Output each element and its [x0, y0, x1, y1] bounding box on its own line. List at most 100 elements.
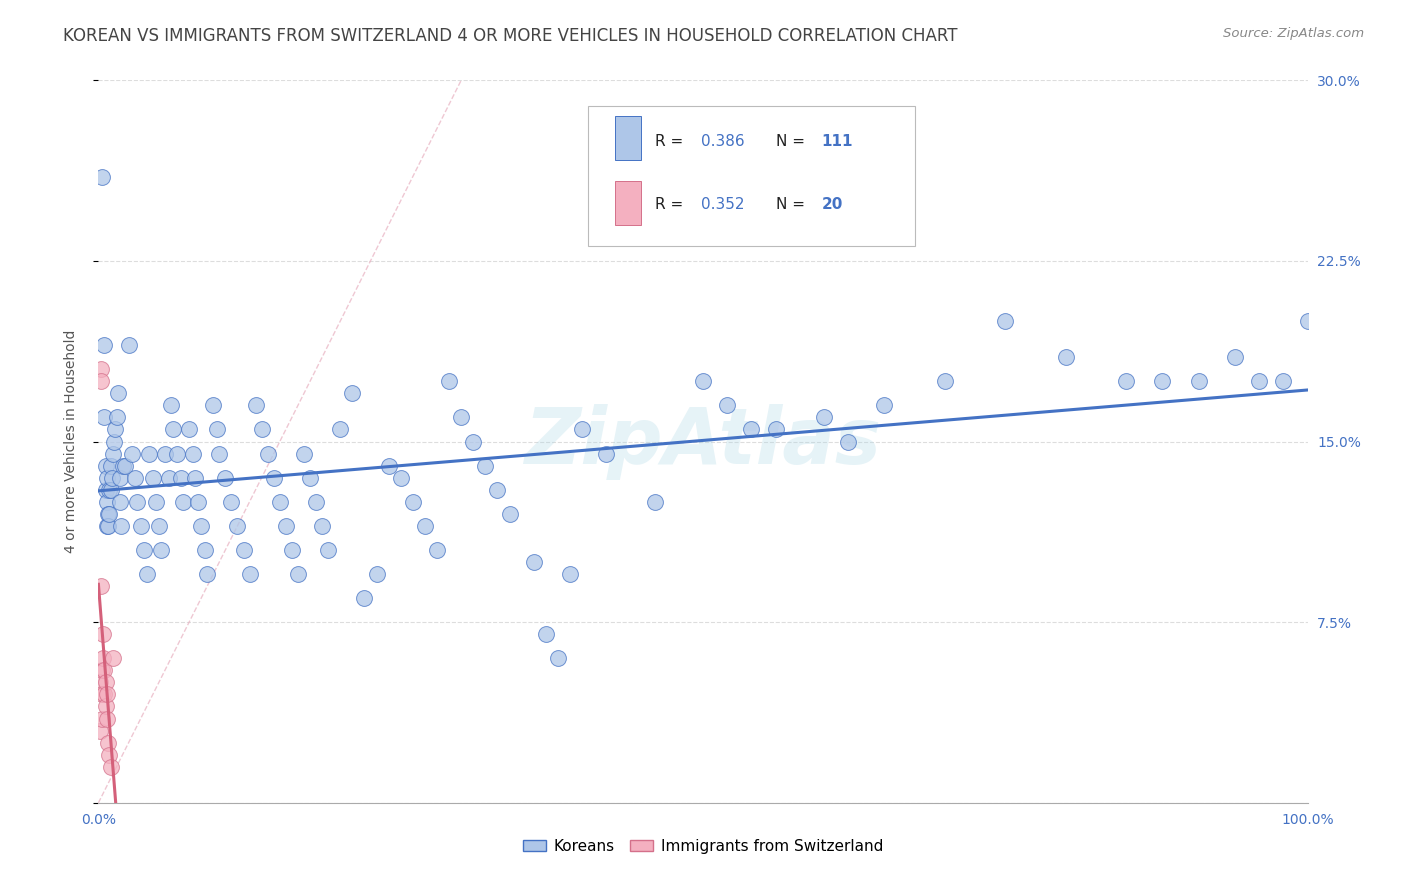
Text: 0.352: 0.352 — [700, 197, 744, 212]
Point — [100, 483, 122, 497]
Point — [1115, 374, 1137, 388]
Legend: Koreans, Immigrants from Switzerland: Koreans, Immigrants from Switzerland — [517, 833, 889, 860]
Point — [169, 470, 191, 484]
Point — [91, 664, 114, 678]
Point — [1188, 374, 1211, 388]
Point — [498, 507, 520, 521]
Point — [96, 687, 118, 701]
Point — [179, 422, 201, 436]
Point — [100, 458, 122, 473]
Point — [1223, 350, 1246, 364]
Point — [181, 446, 204, 460]
Point — [214, 470, 236, 484]
Y-axis label: 4 or more Vehicles in Household: 4 or more Vehicles in Household — [63, 330, 77, 553]
Point — [97, 507, 120, 521]
Text: 20: 20 — [821, 197, 842, 212]
Point — [100, 470, 122, 484]
Point — [232, 542, 254, 557]
Point — [160, 398, 183, 412]
Point — [98, 747, 121, 762]
Point — [111, 458, 134, 473]
Point — [91, 627, 114, 641]
Text: N =: N = — [776, 134, 810, 149]
Point — [150, 542, 173, 557]
Point — [474, 458, 496, 473]
Point — [162, 422, 184, 436]
Point — [166, 446, 188, 460]
Point — [311, 518, 333, 533]
Point — [94, 483, 117, 497]
Point — [127, 494, 149, 508]
Point — [89, 723, 111, 738]
Point — [97, 735, 120, 749]
Point — [91, 712, 114, 726]
Point — [100, 760, 122, 774]
Point — [245, 398, 267, 412]
Point — [353, 591, 375, 605]
Point — [108, 494, 131, 508]
Point — [740, 422, 762, 436]
Point — [437, 374, 460, 388]
Point — [1272, 374, 1295, 388]
Point — [292, 446, 315, 460]
FancyBboxPatch shape — [614, 116, 641, 160]
Point — [377, 458, 399, 473]
Point — [121, 446, 143, 460]
Point — [93, 664, 115, 678]
Point — [93, 687, 115, 701]
Point — [91, 687, 114, 701]
Point — [299, 470, 322, 484]
Point — [813, 410, 835, 425]
Text: R =: R = — [655, 197, 688, 212]
Point — [96, 494, 118, 508]
Text: 0.386: 0.386 — [700, 134, 744, 149]
Point — [96, 470, 118, 484]
Point — [1152, 374, 1174, 388]
Point — [94, 458, 117, 473]
Point — [287, 567, 309, 582]
Point — [108, 470, 131, 484]
Point — [644, 494, 666, 508]
Point — [110, 518, 132, 533]
Point — [89, 675, 111, 690]
Point — [148, 518, 170, 533]
Point — [105, 410, 128, 425]
Point — [90, 362, 112, 376]
Point — [595, 446, 617, 460]
Point — [187, 494, 209, 508]
Point — [101, 651, 124, 665]
Point — [94, 699, 117, 714]
Point — [129, 518, 152, 533]
Point — [342, 386, 364, 401]
Point — [534, 627, 557, 641]
Point — [194, 542, 217, 557]
Point — [765, 422, 787, 436]
Point — [97, 518, 120, 533]
Point — [716, 398, 738, 412]
Point — [124, 470, 146, 484]
Point — [90, 579, 112, 593]
Point — [934, 374, 956, 388]
Point — [250, 422, 273, 436]
Point — [274, 518, 297, 533]
Point — [138, 446, 160, 460]
Point — [94, 675, 117, 690]
Point — [190, 518, 212, 533]
Text: Source: ZipAtlas.com: Source: ZipAtlas.com — [1223, 27, 1364, 40]
Point — [90, 374, 112, 388]
Point — [316, 542, 339, 557]
Point — [413, 518, 436, 533]
Point — [263, 470, 285, 484]
Point — [98, 483, 121, 497]
Point — [93, 338, 115, 352]
Text: KOREAN VS IMMIGRANTS FROM SWITZERLAND 4 OR MORE VEHICLES IN HOUSEHOLD CORRELATIO: KOREAN VS IMMIGRANTS FROM SWITZERLAND 4 … — [63, 27, 957, 45]
Point — [208, 446, 231, 460]
Text: ZipAtlas: ZipAtlas — [524, 403, 882, 480]
Point — [873, 398, 896, 412]
Point — [135, 567, 157, 582]
Point — [402, 494, 425, 508]
Point — [172, 494, 194, 508]
Point — [226, 518, 249, 533]
FancyBboxPatch shape — [588, 105, 915, 246]
Point — [547, 651, 569, 665]
